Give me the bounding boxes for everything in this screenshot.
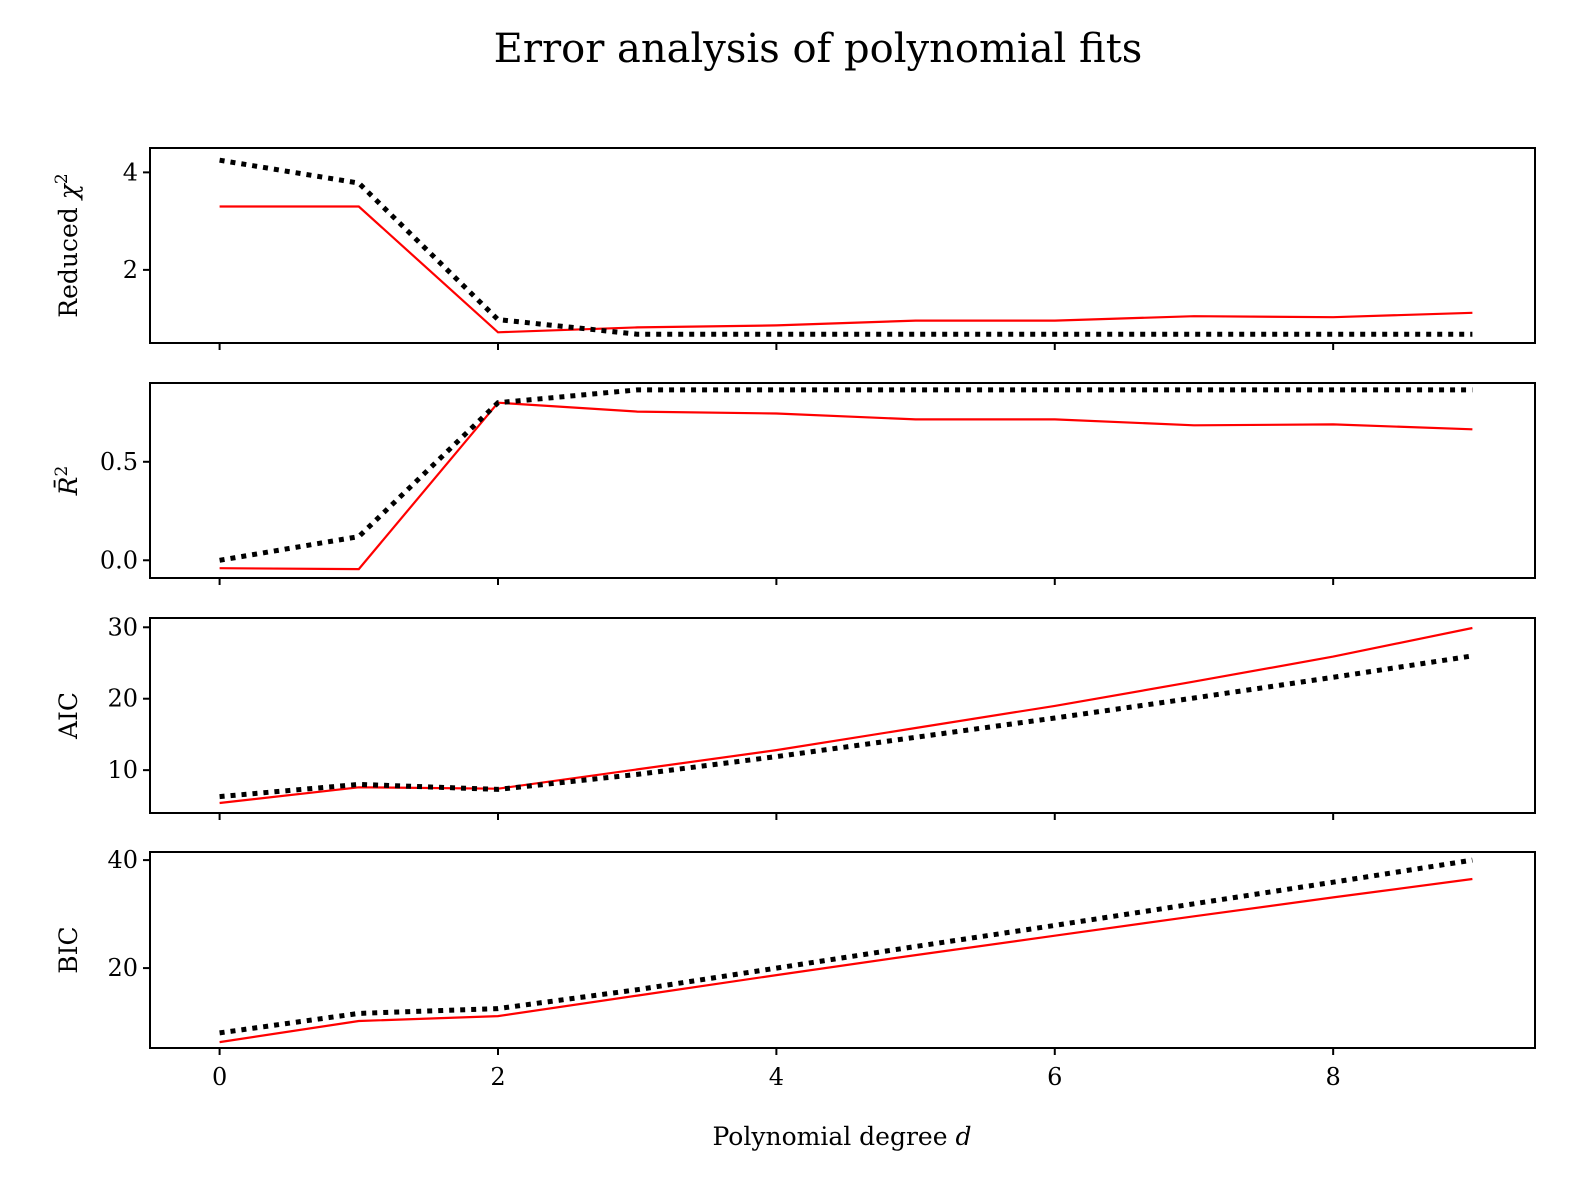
panel-3-y-tick-label: 30: [107, 613, 138, 641]
panel-4: 20 40 0 2 4 6 8 BIC: [54, 846, 1536, 1091]
panel-2-series-dotted-line: [219, 387, 1473, 563]
x-tick-label: 6: [1047, 1063, 1062, 1091]
panel-4-y-tick-label: 20: [107, 954, 138, 982]
x-tick-label: 2: [490, 1063, 505, 1091]
panel-3-series-solid-line: [219, 626, 1473, 805]
x-axis-label: Polynomial degree d: [713, 1122, 972, 1151]
panel-1: 2 4 Reduced χ2: [52, 147, 1536, 350]
x-tick-label: 4: [769, 1063, 784, 1091]
panel-3-y-tick-label: 20: [107, 685, 138, 713]
panel-3: 10 20 30 AIC: [54, 613, 1536, 820]
panel-3-y-axis-label: AIC: [54, 692, 83, 740]
panel-1-y-tick-label: 2: [123, 256, 138, 284]
panel-4-series-solid-line: [219, 877, 1473, 1044]
panel-1-y-axis-label: Reduced χ2: [52, 173, 83, 317]
panel-1-y-tick-label: 4: [123, 158, 138, 186]
panel-2-y-axis-label: R̄2: [52, 466, 83, 497]
panel-2-y-tick-label: 0.5: [100, 448, 138, 476]
panel-3-frame: [149, 617, 1536, 814]
chart-title: Error analysis of polynomial fits: [494, 26, 1143, 72]
panels: 2 4 Reduced χ2 0.0 0.5 R̄2 10 20 30 AIC 20 40 0 2 4 6 8 B…: [52, 147, 1536, 1091]
panel-3-y-tick-label: 10: [107, 756, 138, 784]
panel-1-series-dotted-line: [219, 157, 1473, 337]
panel-1-frame: [149, 147, 1536, 344]
panel-4-frame: [149, 851, 1536, 1049]
panel-2-series-solid-line: [219, 401, 1473, 571]
panel-3-series-dotted-line: [219, 653, 1473, 800]
panel-4-y-tick-label: 40: [107, 846, 138, 874]
panel-2: 0.0 0.5 R̄2: [52, 382, 1536, 585]
panel-2-y-tick-label: 0.0: [100, 546, 138, 574]
panel-2-frame: [149, 382, 1536, 579]
panel-1-series-solid-line: [219, 205, 1473, 334]
panel-4-series-dotted-line: [219, 857, 1473, 1036]
x-tick-label: 8: [1326, 1063, 1341, 1091]
x-tick-label: 0: [212, 1063, 227, 1091]
panel-4-y-axis-label: BIC: [54, 926, 83, 973]
